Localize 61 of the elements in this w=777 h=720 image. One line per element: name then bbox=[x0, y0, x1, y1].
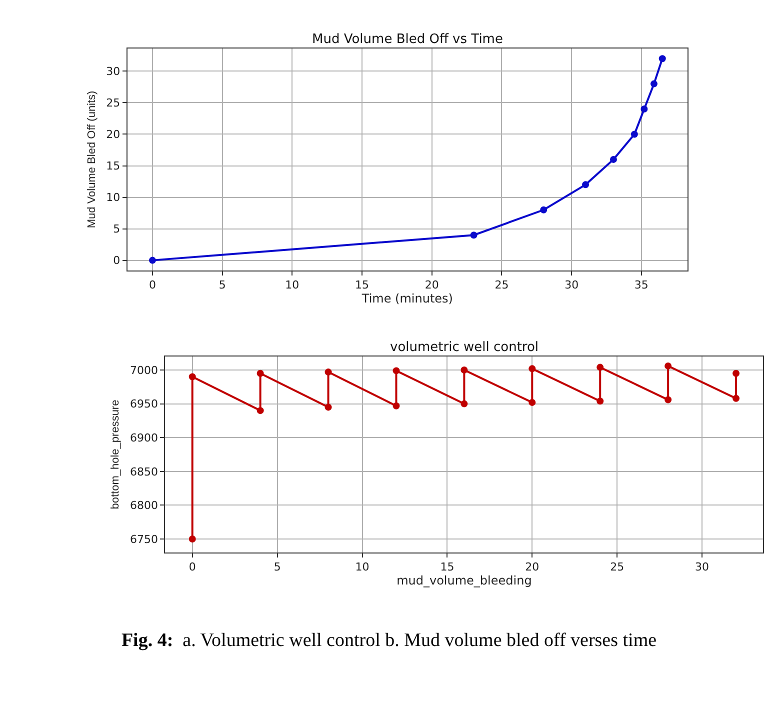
point bbox=[582, 181, 590, 188]
point bbox=[392, 367, 400, 374]
y-tick-label: 6750 bbox=[130, 532, 158, 546]
point bbox=[732, 394, 740, 402]
x-tick-label: 5 bbox=[274, 560, 281, 574]
x-axis-title: mud_volume_bleeding bbox=[396, 574, 532, 588]
point bbox=[664, 396, 672, 404]
point bbox=[640, 106, 648, 113]
point bbox=[540, 206, 548, 214]
y-tick-label: 25 bbox=[106, 96, 120, 110]
point bbox=[630, 130, 638, 138]
point bbox=[324, 404, 332, 411]
point bbox=[256, 407, 264, 414]
y-axis-title: Mud Volume Bled Off (units) bbox=[86, 90, 98, 228]
chart-title: Mud Volume Bled Off vs Time bbox=[312, 32, 503, 47]
x-tick-label: 5 bbox=[218, 278, 226, 292]
point bbox=[610, 156, 617, 163]
x-tick-label: 35 bbox=[634, 278, 648, 292]
y-tick-label: 0 bbox=[113, 254, 120, 268]
y-tick-label: 6800 bbox=[130, 499, 158, 512]
point bbox=[528, 365, 536, 372]
point bbox=[732, 370, 740, 377]
x-tick-label: 0 bbox=[188, 560, 196, 574]
x-tick-label: 30 bbox=[695, 560, 710, 574]
chart-title: volumetric well control bbox=[390, 340, 539, 355]
y-tick-label: 15 bbox=[106, 160, 120, 173]
y-tick-label: 30 bbox=[106, 65, 120, 78]
x-tick-label: 15 bbox=[440, 560, 454, 574]
point bbox=[650, 80, 658, 88]
x-tick-label: 30 bbox=[564, 278, 579, 292]
caption: Fig. 4: a. Volumetric well control b. Mud volume bled off verses time bbox=[121, 630, 657, 651]
point bbox=[148, 256, 156, 264]
x-axis-title: Time (minutes) bbox=[360, 292, 453, 306]
point bbox=[596, 398, 604, 405]
point bbox=[188, 373, 196, 380]
x-tick-label: 15 bbox=[355, 278, 370, 292]
y-tick-label: 10 bbox=[106, 191, 120, 204]
x-tick-label: 20 bbox=[424, 278, 439, 292]
y-tick-label: 6950 bbox=[130, 398, 158, 411]
x-tick-label: 20 bbox=[525, 560, 540, 574]
y-tick-label: 7000 bbox=[130, 364, 158, 377]
y-tick-label: 20 bbox=[106, 128, 120, 142]
point bbox=[658, 55, 666, 62]
point bbox=[256, 370, 264, 377]
y-axis-title: bottom_hole_pressure bbox=[110, 400, 122, 510]
point bbox=[188, 535, 196, 542]
point bbox=[470, 232, 478, 239]
x-tick-label: 10 bbox=[355, 560, 370, 574]
y-tick-label: 6900 bbox=[130, 431, 158, 444]
y-tick-label: 5 bbox=[113, 222, 120, 236]
point bbox=[392, 402, 400, 410]
x-tick-label: 25 bbox=[610, 560, 624, 574]
point bbox=[528, 398, 536, 406]
x-tick-label: 25 bbox=[494, 278, 509, 292]
point bbox=[460, 366, 468, 374]
y-tick-label: 6850 bbox=[130, 465, 158, 478]
point bbox=[324, 368, 332, 376]
x-tick-label: 10 bbox=[285, 278, 300, 292]
point bbox=[460, 400, 468, 408]
point bbox=[664, 362, 672, 370]
point bbox=[596, 364, 604, 371]
